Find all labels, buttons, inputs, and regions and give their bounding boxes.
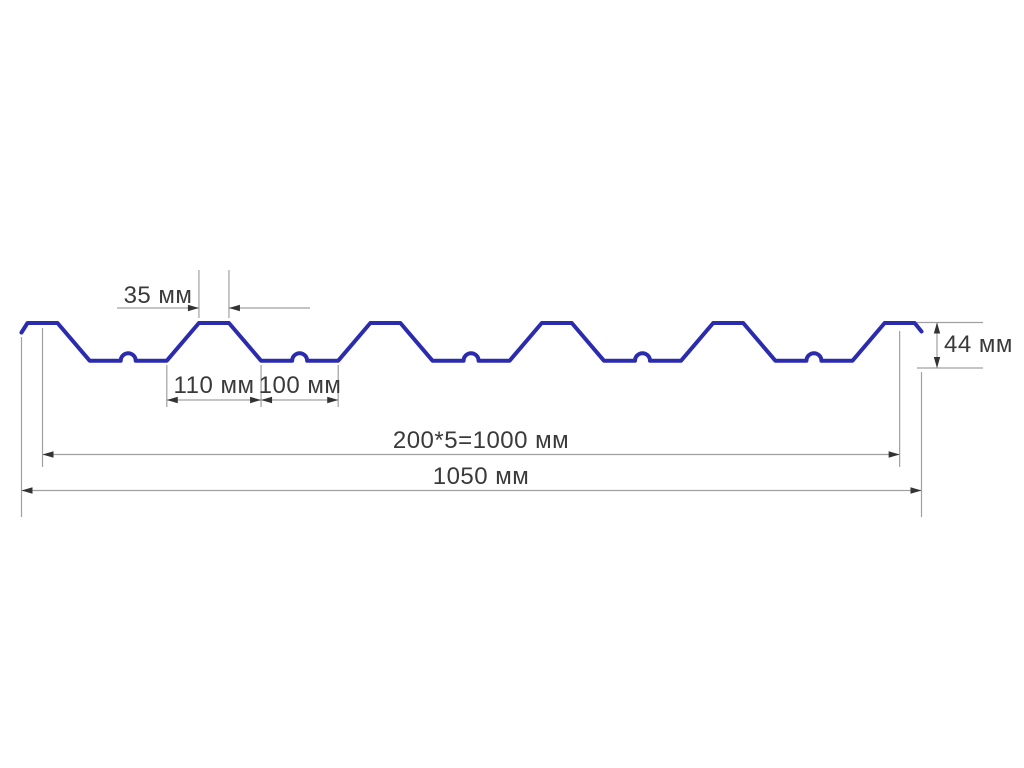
arrow-height-top	[933, 322, 941, 334]
arrow-valley-right	[327, 396, 339, 404]
dim-label-crest-width: 35 мм	[124, 282, 193, 309]
dim-label-cover-width: 200*5=1000 мм	[393, 427, 569, 454]
dim-label-rib-base-width: 110 мм	[174, 372, 255, 399]
arrow-cover-left	[42, 451, 54, 458]
arrow-rib-base-right	[250, 396, 262, 404]
dim-label-valley-width: 100 мм	[259, 372, 342, 399]
arrow-total-left	[21, 487, 33, 494]
sheet-profile-line	[19, 321, 924, 363]
generated-geometry	[19, 270, 983, 517]
arrow-crest-left	[187, 304, 199, 312]
arrow-cover-right	[888, 451, 900, 458]
arrow-height-bottom	[933, 357, 941, 368]
arrow-total-right	[910, 487, 922, 494]
arrow-crest-right	[228, 304, 240, 312]
dim-label-total-width: 1050 мм	[433, 463, 530, 490]
dim-label-profile-height: 44 мм	[944, 331, 1013, 358]
arrow-valley-left	[261, 396, 273, 404]
arrow-rib-base-left	[166, 396, 178, 404]
